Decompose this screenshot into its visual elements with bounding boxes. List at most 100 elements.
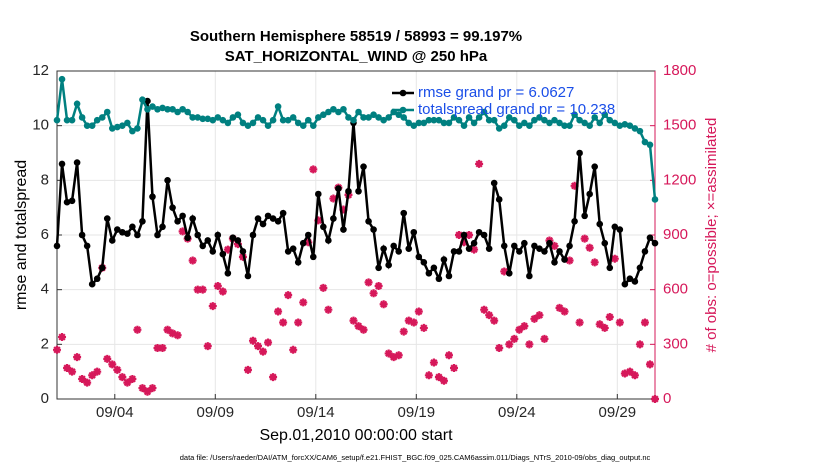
obs-marker [404, 316, 413, 325]
obs-marker [83, 378, 92, 387]
obs-marker [178, 227, 187, 236]
series-marker [63, 198, 71, 206]
series-marker [335, 108, 342, 116]
series-marker [108, 125, 116, 132]
series-marker [93, 275, 101, 283]
obs-marker [439, 376, 448, 385]
series-marker [244, 272, 252, 280]
series-marker [259, 116, 267, 124]
obs-marker [480, 305, 489, 314]
series-marker [400, 209, 408, 217]
series-marker [249, 231, 257, 239]
series-marker [83, 242, 91, 250]
obs-marker [640, 318, 649, 327]
obs-marker [118, 373, 127, 382]
obs-marker [590, 258, 599, 267]
series-marker [536, 114, 543, 121]
series-marker [566, 242, 573, 250]
series-marker [475, 228, 483, 236]
obs-marker [615, 318, 624, 327]
series-marker [626, 275, 634, 283]
chart-subtitle: SAT_HORIZONTAL_WIND @ 250 hPa [225, 48, 488, 65]
y-axis-label: rmse and totalspread [13, 160, 30, 310]
series-marker [385, 261, 392, 269]
series-marker [355, 108, 362, 116]
series-marker [556, 119, 563, 127]
series-marker [289, 245, 297, 252]
series-marker [410, 122, 418, 129]
series-marker [254, 215, 262, 222]
obs-marker [610, 254, 619, 263]
series-marker [194, 114, 202, 121]
series-marker [516, 248, 523, 255]
series-marker [279, 116, 287, 124]
series-marker [320, 111, 327, 119]
obs-marker [600, 323, 609, 332]
series-marker [83, 122, 91, 129]
series-marker [274, 218, 282, 225]
obs-marker [470, 245, 479, 254]
obs-marker [399, 327, 408, 336]
obs-marker [314, 216, 323, 225]
obs-marker [108, 360, 117, 369]
series-marker [490, 179, 498, 187]
series-marker [420, 259, 428, 266]
obs-marker [485, 311, 494, 320]
series-marker [309, 122, 317, 129]
obs-marker [329, 194, 338, 203]
y-tick-label: 12 [32, 62, 49, 79]
series-marker [375, 114, 382, 121]
series-marker [505, 269, 513, 277]
series-marker [370, 226, 377, 233]
series-marker [159, 223, 166, 231]
obs-marker [424, 371, 433, 380]
y-tick-label: 2 [41, 335, 49, 352]
series-marker [340, 105, 347, 113]
series-marker [646, 234, 654, 242]
series-marker [315, 114, 322, 121]
series-marker [375, 264, 382, 272]
series-marker [581, 212, 588, 220]
series-marker [510, 116, 518, 124]
obs-marker [259, 347, 268, 356]
series-marker [98, 264, 106, 272]
series-marker [636, 127, 644, 135]
obs-marker [505, 340, 514, 349]
obs-marker [409, 318, 418, 327]
obs-marker [248, 336, 257, 345]
series-marker [284, 248, 292, 255]
series-marker [596, 220, 604, 228]
series-marker [450, 114, 458, 121]
series-marker [179, 105, 186, 113]
obs-marker [444, 351, 453, 360]
series-marker [345, 114, 352, 121]
series-marker [78, 231, 86, 239]
series-marker [576, 149, 583, 157]
footnote: data file: /Users/raeder/DAI/ATM_forcXX/… [180, 453, 651, 462]
obs-marker [384, 349, 393, 358]
series-marker [581, 119, 588, 127]
series-marker [586, 122, 593, 129]
series-marker [154, 105, 161, 113]
series-marker [536, 245, 543, 252]
series-marker [88, 122, 96, 129]
series-marker [505, 114, 513, 121]
series-marker [631, 278, 639, 285]
obs-marker [319, 283, 328, 292]
obs-marker [515, 325, 524, 334]
series-marker [119, 228, 126, 236]
series-marker [651, 239, 659, 247]
series-marker [641, 248, 649, 255]
obs-marker [198, 285, 207, 294]
series-marker [204, 237, 212, 244]
series-marker [159, 104, 166, 112]
series-marker [184, 108, 191, 116]
series-marker [284, 116, 292, 124]
series-marker [174, 108, 181, 116]
obs-marker [565, 256, 574, 265]
series-marker [621, 121, 629, 128]
series-marker [380, 116, 387, 124]
series-marker [510, 242, 518, 250]
series-marker [440, 119, 448, 127]
obs-marker [580, 234, 589, 243]
